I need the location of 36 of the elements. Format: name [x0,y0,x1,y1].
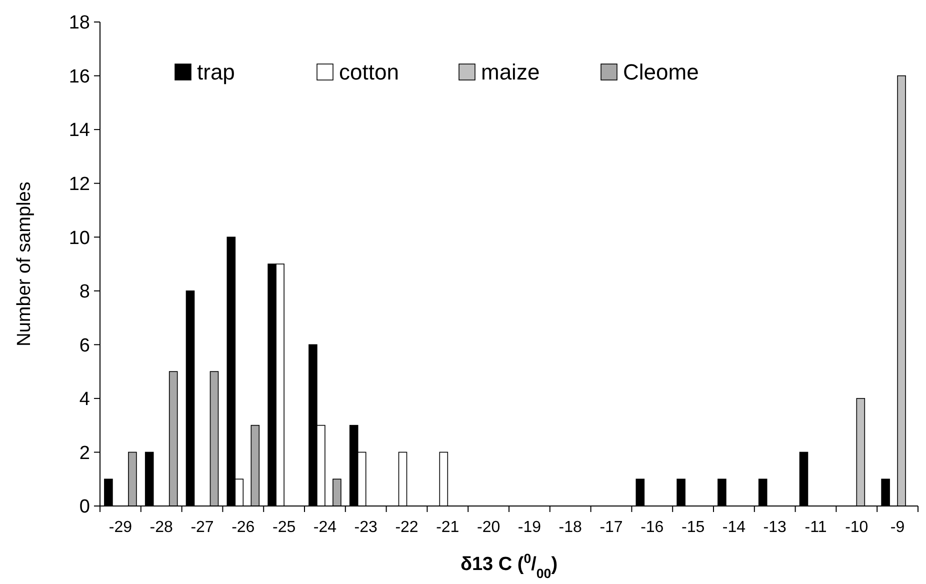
x-tick-label: -9 [890,519,905,536]
x-tick-label: -19 [518,519,542,536]
x-tick-label: -29 [108,519,132,536]
y-tick-label: 2 [79,442,90,464]
x-tick-label: -17 [600,519,623,536]
x-tick-label: -20 [476,519,500,536]
x-tick-label: -15 [681,519,705,536]
x-axis-title: δ13 C ($^{0}$/$_{00}$) [460,550,558,580]
legend-label: maize [481,60,540,85]
x-tick-label: -13 [763,519,787,536]
legend-label: trap [197,60,235,85]
y-tick-label: 0 [79,496,90,518]
x-tick-label: -22 [395,519,418,536]
x-tick-label: -27 [190,519,214,536]
y-tick-label: 14 [68,120,90,142]
x-tick-label: -23 [354,519,378,536]
x-tick-label: -25 [272,519,296,536]
x-tick-label: -16 [640,519,664,536]
y-tick-label: 18 [68,12,90,34]
y-tick-label: 12 [68,174,90,195]
legend-label: Cleome [623,60,699,85]
y-tick-label: 6 [79,335,90,356]
x-tick-label: -14 [722,519,746,536]
legend-label: cotton [339,60,399,85]
y-tick-label: 16 [68,66,90,88]
y-tick-label: 10 [68,228,90,249]
y-axis-title: Number of samples [14,182,35,346]
x-tick-label: -28 [150,519,174,536]
x-tick-label: -18 [558,519,582,536]
y-tick-label: 8 [79,282,90,303]
x-tick-label: -11 [804,519,827,536]
x-tick-label: -26 [232,519,255,536]
x-tick-label: -24 [313,519,337,536]
y-tick-label: 4 [79,389,90,410]
x-tick-label: -21 [436,519,460,536]
x-tick-label: -10 [845,519,868,536]
